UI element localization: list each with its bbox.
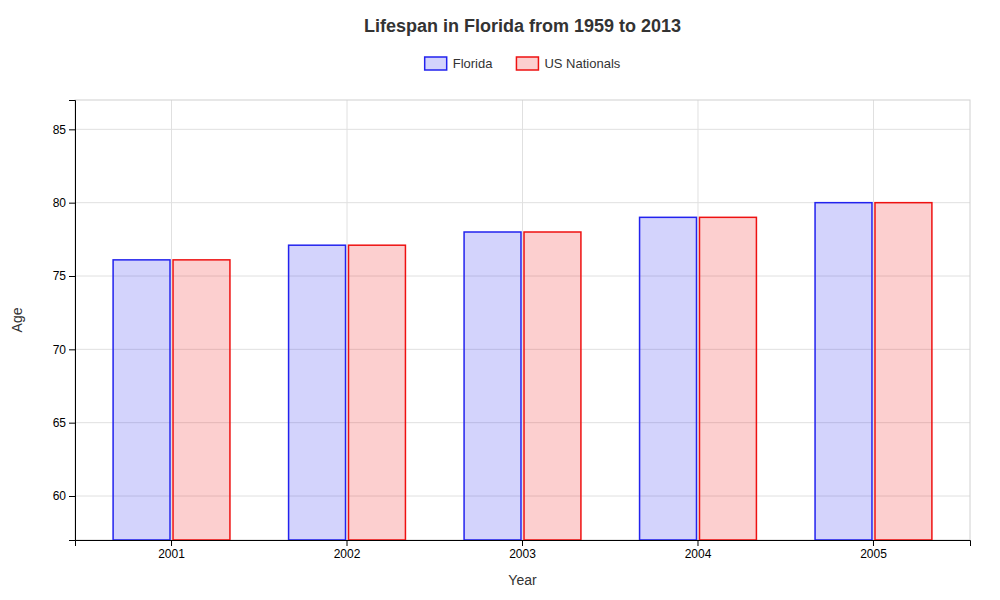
bar bbox=[524, 232, 581, 540]
bar bbox=[113, 260, 170, 540]
bar bbox=[289, 245, 346, 540]
y-tick-mark bbox=[69, 349, 75, 350]
y-tick-mark bbox=[69, 496, 75, 497]
bar bbox=[815, 203, 872, 540]
legend-label: US Nationals bbox=[544, 56, 620, 71]
x-tick-label: 2005 bbox=[860, 547, 887, 561]
bar-series bbox=[173, 203, 932, 540]
plot-area: 2001 2002 2003 2004 2005 60 65 70 75 80 85 bbox=[53, 100, 971, 561]
y-tick: 60 bbox=[53, 489, 75, 503]
x-tick-label: 2002 bbox=[334, 547, 361, 561]
y-tick: 80 bbox=[53, 196, 75, 210]
x-tick: 2003 bbox=[509, 540, 536, 561]
y-tick-label: 80 bbox=[53, 196, 67, 210]
bar-series bbox=[113, 203, 872, 540]
bar bbox=[640, 217, 697, 540]
y-tick-mark bbox=[69, 203, 75, 204]
y-tick-label: 60 bbox=[53, 489, 67, 503]
y-tick-mark bbox=[69, 276, 75, 277]
bar bbox=[875, 203, 932, 540]
grid-line-x bbox=[171, 100, 172, 540]
x-axis-line bbox=[76, 541, 971, 547]
y-tick-mark bbox=[69, 129, 75, 130]
grid-line-x bbox=[522, 100, 523, 540]
x-tick: 2001 bbox=[158, 540, 185, 561]
bar bbox=[173, 260, 230, 540]
y-tick: 85 bbox=[53, 123, 75, 137]
y-tick-label: 70 bbox=[53, 343, 67, 357]
grid-line-x bbox=[697, 100, 698, 540]
legend-swatch bbox=[425, 57, 447, 70]
bars bbox=[113, 203, 932, 540]
y-tick: 75 bbox=[53, 269, 75, 283]
bar bbox=[699, 217, 756, 540]
y-axis-line bbox=[69, 101, 76, 541]
x-tick-label: 2001 bbox=[158, 547, 185, 561]
bar bbox=[464, 232, 521, 540]
x-tick-mark bbox=[171, 540, 172, 546]
x-tick-mark bbox=[873, 540, 874, 546]
legend-label: Florida bbox=[453, 56, 494, 71]
y-tick-label: 65 bbox=[53, 416, 67, 430]
y-tick: 65 bbox=[53, 416, 75, 430]
x-tick-mark bbox=[522, 540, 523, 546]
x-tick: 2005 bbox=[860, 540, 887, 561]
y-tick-label: 75 bbox=[53, 269, 67, 283]
legend-item: US Nationals bbox=[516, 56, 620, 71]
x-tick-label: 2003 bbox=[509, 547, 536, 561]
title: Lifespan in Florida from 1959 to 2013 bbox=[364, 16, 681, 36]
y-tick-label: 85 bbox=[53, 123, 67, 137]
grid bbox=[75, 100, 970, 540]
x-tick-label: 2004 bbox=[685, 547, 712, 561]
y-tick: 70 bbox=[53, 343, 75, 357]
chart: 2001 2002 2003 2004 2005 60 65 70 75 80 85 Year Age L… bbox=[0, 0, 1000, 600]
x-axis: 2001 2002 2003 2004 2005 bbox=[76, 540, 971, 561]
x-tick: 2002 bbox=[334, 540, 361, 561]
legend-swatch bbox=[516, 57, 538, 70]
y-tick-mark bbox=[69, 423, 75, 424]
legend-item: Florida bbox=[425, 56, 494, 71]
x-axis-title: Year bbox=[508, 572, 537, 588]
y-axis: 60 65 70 75 80 85 bbox=[53, 101, 76, 541]
bar bbox=[349, 245, 406, 540]
x-tick: 2004 bbox=[685, 540, 712, 561]
y-axis-title: Age bbox=[9, 307, 25, 332]
plot-frame bbox=[75, 100, 970, 540]
grid-line-x bbox=[873, 100, 874, 540]
legend: Florida US Nationals bbox=[425, 56, 621, 71]
x-tick-mark bbox=[697, 540, 698, 546]
x-tick-mark bbox=[347, 540, 348, 546]
grid-line-x bbox=[347, 100, 348, 540]
